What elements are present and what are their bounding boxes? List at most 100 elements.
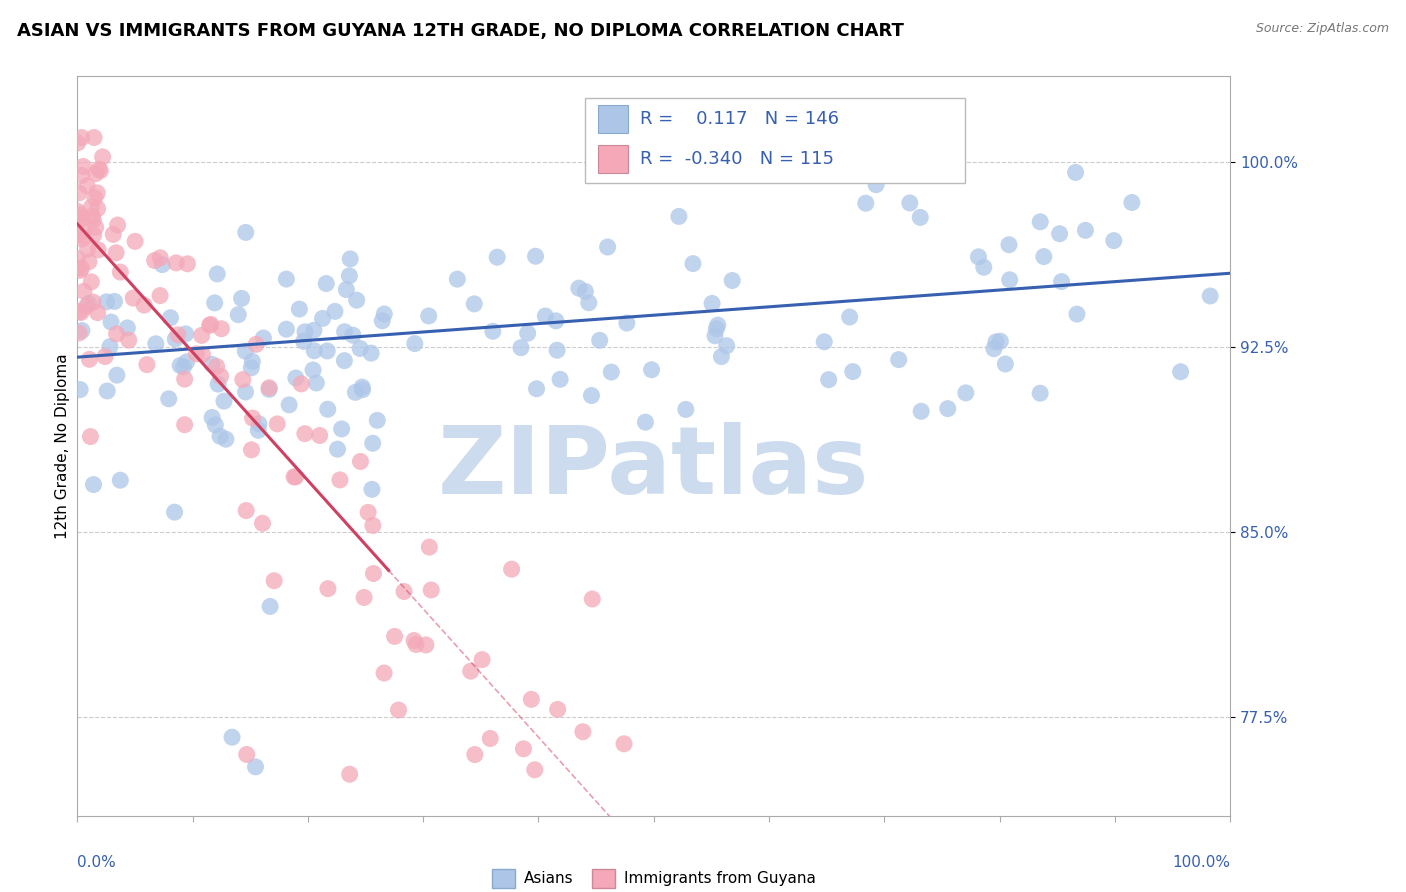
Legend: Asians, Immigrants from Guyana: Asians, Immigrants from Guyana xyxy=(485,863,823,892)
Point xyxy=(70,212,93,227)
Point xyxy=(464,747,486,762)
Point xyxy=(135,358,157,372)
Point xyxy=(344,385,367,400)
Point xyxy=(288,302,311,317)
Point xyxy=(87,243,110,257)
Point xyxy=(233,344,256,359)
Point xyxy=(910,404,932,418)
Point xyxy=(105,368,128,383)
Point xyxy=(333,353,356,368)
Point xyxy=(84,220,107,235)
Text: R =  -0.340   N = 115: R = -0.340 N = 115 xyxy=(640,150,834,168)
Point xyxy=(252,516,274,531)
Point xyxy=(110,473,132,487)
Point xyxy=(169,359,191,373)
Point xyxy=(305,376,328,390)
Point xyxy=(173,359,195,374)
Point xyxy=(235,747,257,762)
Point xyxy=(384,629,406,643)
Point xyxy=(420,582,443,597)
Point xyxy=(77,254,100,268)
Point xyxy=(640,362,662,376)
Point xyxy=(706,322,728,336)
Point xyxy=(207,267,229,281)
Point xyxy=(103,227,125,242)
Point xyxy=(546,343,568,358)
Point xyxy=(520,692,543,706)
Point xyxy=(66,136,89,150)
Point xyxy=(67,186,90,200)
Point xyxy=(302,363,325,377)
Point xyxy=(80,200,103,214)
Point xyxy=(335,283,357,297)
Point xyxy=(292,334,315,349)
Point xyxy=(257,381,280,395)
Point xyxy=(103,294,125,309)
Point xyxy=(247,417,270,431)
Point xyxy=(523,763,546,777)
Point xyxy=(66,204,89,219)
Point xyxy=(534,309,557,323)
Point xyxy=(66,252,89,266)
Point xyxy=(67,228,90,243)
Point xyxy=(568,281,591,295)
Point xyxy=(349,342,371,356)
Point xyxy=(366,413,388,427)
Point xyxy=(186,347,208,361)
Point xyxy=(316,402,339,417)
Point xyxy=(284,470,307,484)
Point xyxy=(486,250,509,264)
Point xyxy=(257,383,280,397)
Point xyxy=(245,760,267,774)
Point xyxy=(544,314,567,328)
Point xyxy=(387,703,409,717)
Point xyxy=(682,257,704,271)
Point xyxy=(70,169,93,183)
Point xyxy=(524,249,547,263)
Point xyxy=(132,298,155,312)
FancyBboxPatch shape xyxy=(599,104,628,133)
Text: R =    0.117   N = 146: R = 0.117 N = 146 xyxy=(640,110,839,128)
Point xyxy=(79,352,101,367)
Point xyxy=(124,235,146,249)
Point xyxy=(342,328,364,343)
Point xyxy=(231,292,253,306)
Point xyxy=(87,162,110,177)
Point xyxy=(86,306,108,320)
Point xyxy=(283,470,305,484)
Point xyxy=(91,150,114,164)
Point xyxy=(76,178,98,193)
Point xyxy=(936,401,959,416)
Point xyxy=(176,355,198,369)
Point xyxy=(198,318,221,333)
Point xyxy=(463,297,485,311)
Point xyxy=(235,503,257,517)
Point xyxy=(190,328,212,343)
Point xyxy=(998,273,1021,287)
Point xyxy=(69,263,91,277)
Point xyxy=(207,377,229,392)
Point xyxy=(526,382,548,396)
Point xyxy=(259,599,281,614)
Point xyxy=(710,350,733,364)
Point xyxy=(1029,386,1052,401)
Point xyxy=(204,296,226,310)
Point xyxy=(581,388,603,402)
Point xyxy=(998,237,1021,252)
Point xyxy=(572,724,595,739)
Point xyxy=(226,308,249,322)
Point xyxy=(983,342,1005,356)
Point xyxy=(143,253,166,268)
Point xyxy=(209,369,232,384)
Point xyxy=(266,417,288,431)
Point xyxy=(70,232,93,246)
Point xyxy=(910,211,932,225)
Point xyxy=(581,592,603,607)
Point xyxy=(479,731,502,746)
Point xyxy=(82,295,104,310)
Point xyxy=(167,327,190,342)
Point xyxy=(578,295,600,310)
Point xyxy=(245,337,267,351)
Point xyxy=(70,305,93,319)
Point xyxy=(96,384,118,398)
